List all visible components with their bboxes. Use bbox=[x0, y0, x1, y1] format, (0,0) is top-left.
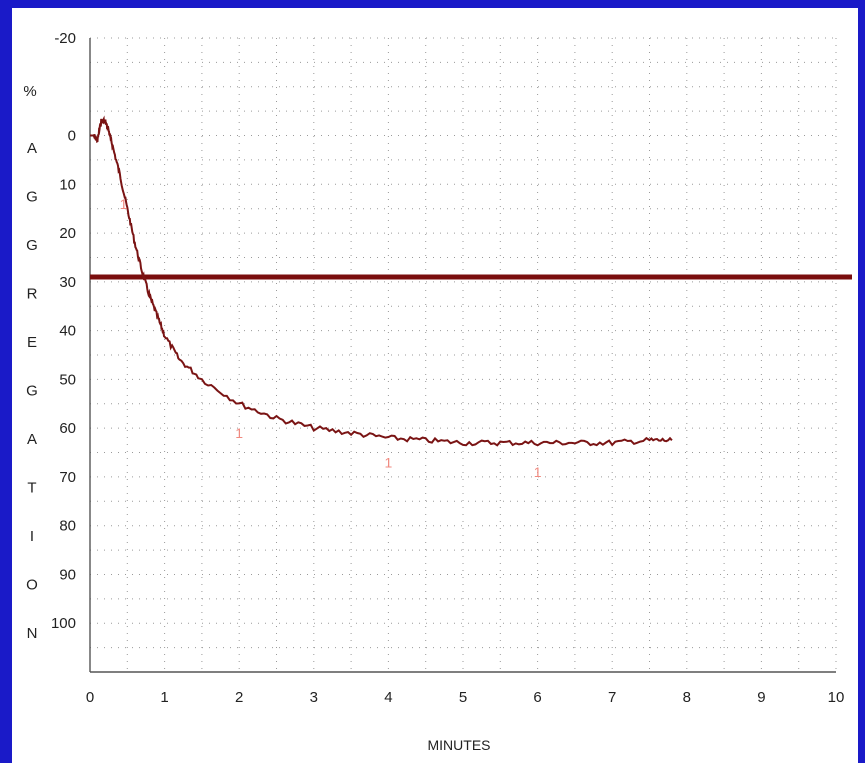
y-tick-label: 80 bbox=[59, 518, 76, 535]
x-tick-label: 10 bbox=[828, 689, 845, 706]
y-axis-label-letter: G bbox=[26, 237, 38, 254]
y-axis-label-letter: G bbox=[26, 189, 38, 206]
y-axis-label: % A G G R E G A T I O N bbox=[23, 83, 38, 642]
x-tick-label: 6 bbox=[533, 689, 541, 706]
chart-paper: -20 0 10 20 30 40 50 60 70 80 90 100 0 1 2 3 4 5 6 7 8 9 10 %… bbox=[12, 8, 858, 763]
y-tick-label: 30 bbox=[59, 274, 76, 291]
y-tick-label: 70 bbox=[59, 469, 76, 486]
y-axis-label-letter: O bbox=[26, 577, 38, 594]
series-line bbox=[90, 115, 673, 447]
y-tick-label: -20 bbox=[54, 30, 76, 47]
y-axis-label-letter: I bbox=[30, 528, 34, 545]
grid bbox=[90, 37, 837, 672]
marker-labels: 1 1 1 1 bbox=[120, 196, 542, 480]
x-tick-label: 2 bbox=[235, 689, 243, 706]
y-tick-labels: -20 0 10 20 30 40 50 60 70 80 90 100 bbox=[51, 30, 76, 632]
y-axis-label-letter: N bbox=[27, 625, 38, 642]
x-tick-label: 8 bbox=[683, 689, 691, 706]
y-axis-label-letter: G bbox=[26, 383, 38, 400]
y-tick-label: 40 bbox=[59, 323, 76, 340]
x-tick-label: 7 bbox=[608, 689, 616, 706]
y-tick-label: 50 bbox=[59, 371, 76, 388]
y-tick-label: 20 bbox=[59, 225, 76, 242]
y-axis-label-letter: A bbox=[27, 431, 37, 448]
marker-label: 1 bbox=[534, 464, 542, 480]
x-tick-labels: 0 1 2 3 4 5 6 7 8 9 10 bbox=[86, 689, 845, 706]
marker-label: 1 bbox=[235, 425, 243, 441]
y-axis-label-letter: A bbox=[27, 140, 37, 157]
y-axis-unit: % bbox=[23, 83, 36, 100]
y-axis-label-letter: T bbox=[27, 480, 36, 497]
y-tick-label: 0 bbox=[68, 128, 76, 145]
y-tick-label: 100 bbox=[51, 615, 76, 632]
y-axis-label-letter: E bbox=[27, 334, 37, 351]
x-tick-label: 5 bbox=[459, 689, 467, 706]
x-tick-label: 9 bbox=[757, 689, 765, 706]
x-axis-label: MINUTES bbox=[428, 737, 491, 753]
axes bbox=[89, 38, 836, 673]
x-tick-label: 0 bbox=[86, 689, 94, 706]
y-tick-label: 10 bbox=[59, 176, 76, 193]
y-tick-label: 90 bbox=[59, 566, 76, 583]
marker-label: 1 bbox=[120, 196, 128, 212]
x-tick-label: 1 bbox=[160, 689, 168, 706]
x-tick-label: 4 bbox=[384, 689, 392, 706]
aggregation-chart: -20 0 10 20 30 40 50 60 70 80 90 100 0 1 2 3 4 5 6 7 8 9 10 %… bbox=[23, 30, 852, 753]
x-tick-label: 3 bbox=[310, 689, 318, 706]
y-axis-label-letter: R bbox=[27, 286, 38, 303]
y-tick-label: 60 bbox=[59, 420, 76, 437]
marker-label: 1 bbox=[385, 454, 393, 470]
